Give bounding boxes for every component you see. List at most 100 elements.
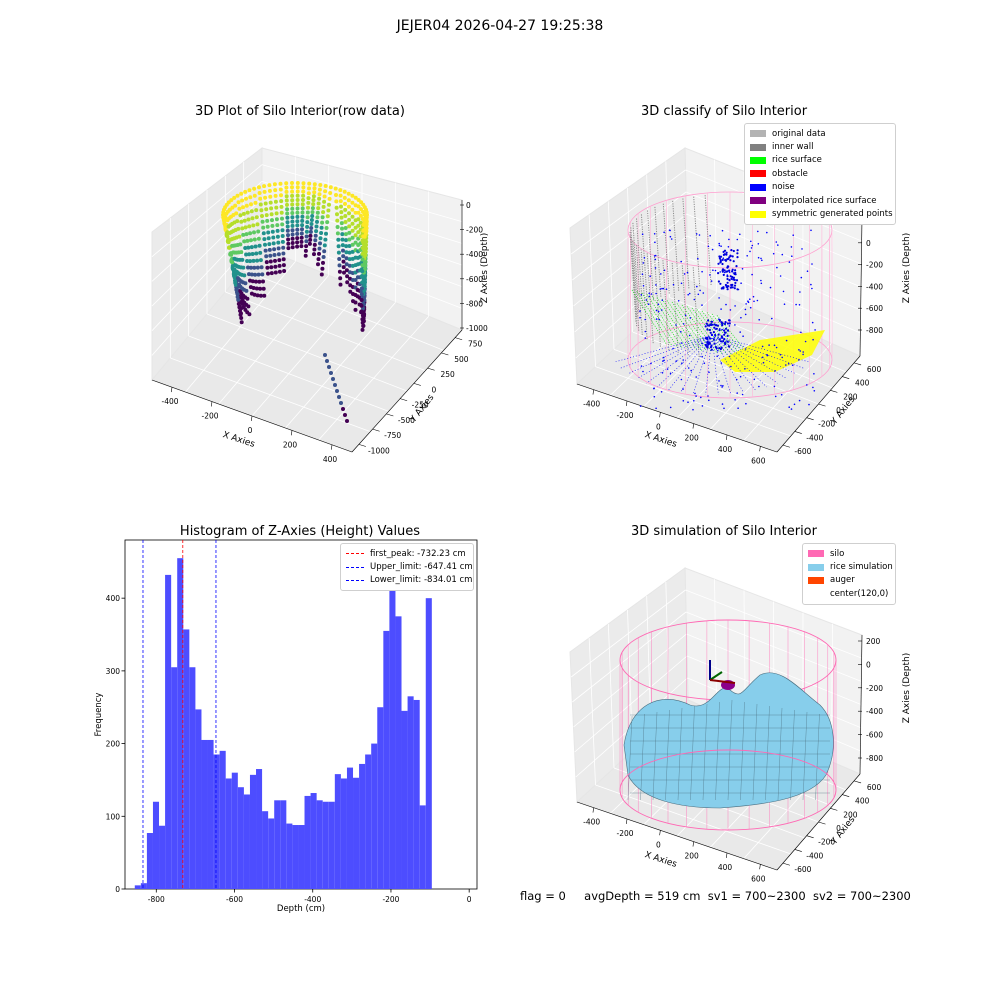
panel2-noise-ray <box>692 334 713 395</box>
panel1-scan-point <box>260 272 265 277</box>
panel1-scan-point <box>350 200 355 205</box>
panel2-y-tick-label: -400 <box>806 433 823 442</box>
panel1-scan-point <box>317 246 322 251</box>
panel1-y-tick-mark <box>427 367 435 371</box>
panel1-scan-point <box>290 219 295 224</box>
panel1-scan-point <box>306 191 311 196</box>
panel2-noise-point <box>688 334 691 337</box>
legend-swatch <box>808 550 824 558</box>
panel1-scan-point <box>343 201 347 206</box>
panel1-scan-point <box>310 210 315 215</box>
panel2-noise-point <box>694 392 696 395</box>
panel2-noise-point <box>663 269 666 272</box>
panel1-scan-point <box>265 265 270 270</box>
panel1-scan-point <box>223 215 228 220</box>
panel2-noise-cluster <box>717 272 720 275</box>
panel1-scan-point <box>295 231 300 236</box>
panel2-noise-point <box>684 314 687 317</box>
panel1-scan-point <box>245 210 250 215</box>
legend-label: Upper_limit: -647.41 cm <box>370 562 473 573</box>
panel1-scan-point <box>316 201 321 206</box>
panel1-scan-point <box>308 229 313 234</box>
panel1-scan-point <box>245 296 250 301</box>
panel3-histogram-bar <box>425 598 432 889</box>
panel2-noise-cluster <box>715 327 718 330</box>
panel1-scan-point <box>343 232 348 237</box>
panel2-noise-point <box>737 407 739 410</box>
panel1-scan-point <box>251 258 256 263</box>
panel2-noise-ray <box>627 334 713 375</box>
panel2-noise-point <box>775 346 778 349</box>
panel2-noise-point <box>777 244 779 246</box>
panel2-noise-point <box>718 242 720 245</box>
panel2-noise-point <box>728 325 731 327</box>
panel1-scan-point <box>274 217 279 222</box>
panel1-scan-point <box>239 250 244 255</box>
panel2-noise-point <box>793 403 796 406</box>
panel1-scan-point <box>313 238 318 243</box>
panel2-noise-point <box>779 353 782 356</box>
panel1-scan-point <box>281 245 286 250</box>
panel2-noise-point <box>781 356 783 359</box>
legend-swatch <box>750 197 766 205</box>
panel1-scan-point <box>273 270 278 275</box>
legend-entry: Upper_limit: -647.41 cm <box>346 560 473 573</box>
panel4-rice-mesh-line <box>790 709 795 801</box>
panel1-scan-point <box>350 221 355 226</box>
panel2-noise-point <box>670 238 673 240</box>
panel2-noise-point <box>780 393 783 396</box>
panel2-noise-point <box>701 405 704 407</box>
panel2-noise-point <box>750 240 752 243</box>
legend-swatch <box>750 130 766 138</box>
panel2-noise-cluster <box>719 282 722 285</box>
panel3-y-tick-label: 400 <box>106 594 121 603</box>
panel2-noise-point <box>655 292 657 295</box>
panel1-scan-point <box>300 218 305 223</box>
panel2-noise-point <box>760 279 762 282</box>
panel1-z-tick-label: -1000 <box>466 324 488 333</box>
panel1-scan-point <box>338 193 343 198</box>
panel1-scan-point <box>343 207 348 212</box>
panel1-scan-point <box>275 234 280 239</box>
panel1-scan-point <box>299 231 304 236</box>
panel3-histogram-bar <box>304 795 311 889</box>
panel1-scan-point <box>290 185 294 190</box>
panel2-noise-point <box>718 380 720 382</box>
panel3-histogram-bar <box>413 699 420 889</box>
panel1-z-tick-label: -400 <box>466 250 483 259</box>
panel1-scan-point <box>360 274 365 279</box>
panel2-noise-point <box>661 299 664 302</box>
panel2-noise-cluster <box>729 259 732 262</box>
panel1-grid <box>243 269 444 351</box>
panel1-scan-point <box>344 262 349 267</box>
panel1-scan-point <box>263 201 268 206</box>
panel1-scan-point <box>270 229 275 234</box>
panel3-histogram-bar <box>298 825 305 889</box>
panel3-title: Histogram of Z-Axies (Height) Values <box>179 524 421 539</box>
panel3-histogram-bar <box>256 769 263 889</box>
panel1-scan-point <box>324 226 329 230</box>
panel1-scan-point <box>252 193 257 198</box>
panel3-x-tick-label: -800 <box>148 895 165 904</box>
panel1-scan-point <box>362 295 367 300</box>
panel2-noise-cluster <box>715 347 718 350</box>
panel1-scan-point <box>290 206 295 211</box>
panel2-noise-point <box>666 368 669 370</box>
panel2-noise-point <box>695 376 697 378</box>
panel4-x-tick-label: 200 <box>685 852 700 861</box>
panel1-scan-point <box>264 207 269 212</box>
panel1-scan-point <box>300 214 305 219</box>
panel1-scan-point <box>343 214 348 218</box>
panel1-scan-point <box>304 229 309 234</box>
panel1-scan-point <box>338 282 343 287</box>
panel2-noise-point <box>643 257 646 259</box>
panel1-scan-point <box>314 224 319 229</box>
panel1-scan-point <box>321 260 325 265</box>
panel1-scan-point <box>248 195 253 200</box>
panel2-noise-point <box>665 288 668 291</box>
panel1-scan-point <box>230 260 235 265</box>
status-sv2: sv2 = 700~2300 <box>812 889 911 903</box>
panel2-x-tick-mark <box>659 412 661 418</box>
panel2-noise-point <box>661 287 663 290</box>
panel1-scan-point <box>317 192 322 197</box>
